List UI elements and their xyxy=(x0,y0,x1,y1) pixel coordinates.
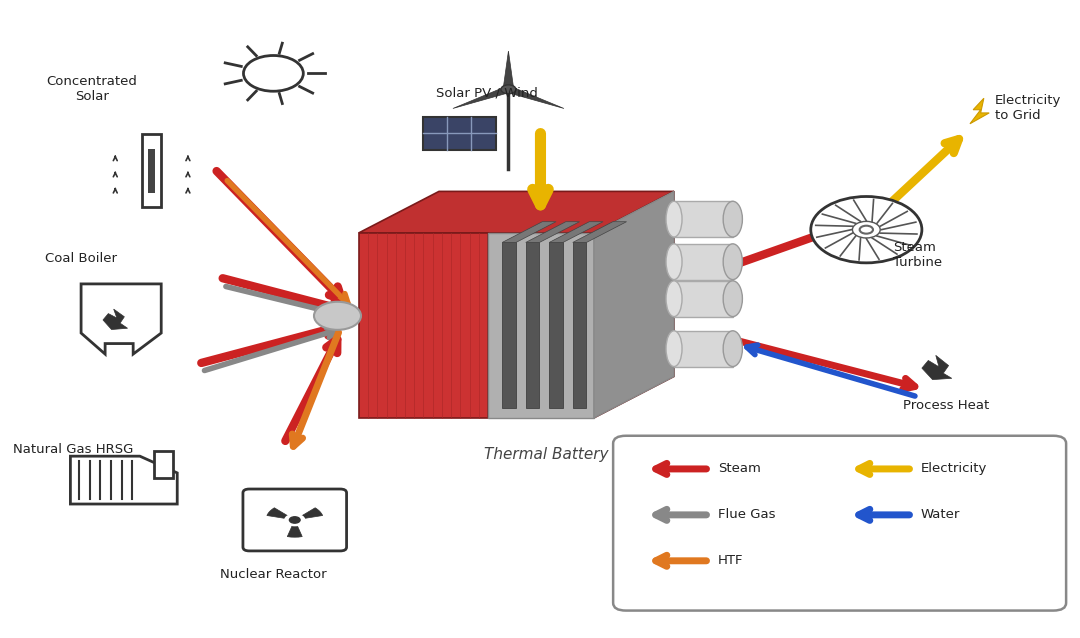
Ellipse shape xyxy=(666,202,683,237)
FancyBboxPatch shape xyxy=(423,117,496,150)
Polygon shape xyxy=(674,281,733,316)
Polygon shape xyxy=(572,222,626,242)
Circle shape xyxy=(284,514,306,526)
Ellipse shape xyxy=(724,281,742,316)
Ellipse shape xyxy=(666,244,683,279)
Circle shape xyxy=(289,517,300,523)
Circle shape xyxy=(314,302,361,330)
Polygon shape xyxy=(359,191,674,233)
Text: Coal Boiler: Coal Boiler xyxy=(45,252,117,265)
Text: Electricity
to Grid: Electricity to Grid xyxy=(995,94,1061,122)
Polygon shape xyxy=(526,222,580,242)
Text: Concentrated
Solar: Concentrated Solar xyxy=(46,75,137,103)
Text: Water: Water xyxy=(921,508,960,521)
Polygon shape xyxy=(550,222,603,242)
Ellipse shape xyxy=(724,202,742,237)
Text: Solar PV / Wind: Solar PV / Wind xyxy=(436,86,538,99)
Circle shape xyxy=(852,221,880,238)
Polygon shape xyxy=(81,284,161,354)
Polygon shape xyxy=(970,98,989,124)
Polygon shape xyxy=(674,244,733,279)
Ellipse shape xyxy=(666,281,683,316)
Text: Steam
Turbine: Steam Turbine xyxy=(893,241,942,269)
Circle shape xyxy=(243,56,303,91)
Polygon shape xyxy=(502,222,556,242)
Polygon shape xyxy=(70,456,177,504)
Circle shape xyxy=(860,226,873,234)
Circle shape xyxy=(811,197,922,263)
Ellipse shape xyxy=(724,244,742,279)
Text: Thermal Battery: Thermal Battery xyxy=(484,447,608,462)
Wedge shape xyxy=(267,508,295,520)
Polygon shape xyxy=(550,242,563,408)
Polygon shape xyxy=(572,242,586,408)
Text: Natural Gas HRSG: Natural Gas HRSG xyxy=(13,443,134,456)
FancyBboxPatch shape xyxy=(153,452,173,478)
FancyBboxPatch shape xyxy=(141,134,161,207)
Polygon shape xyxy=(505,87,564,108)
Polygon shape xyxy=(359,233,488,418)
FancyBboxPatch shape xyxy=(243,489,347,551)
Polygon shape xyxy=(488,233,594,418)
Text: Steam: Steam xyxy=(718,463,760,475)
Polygon shape xyxy=(502,242,516,408)
Text: Electricity: Electricity xyxy=(921,463,987,475)
Ellipse shape xyxy=(666,331,683,366)
Polygon shape xyxy=(594,191,674,418)
Polygon shape xyxy=(526,242,540,408)
Polygon shape xyxy=(453,87,511,108)
Wedge shape xyxy=(295,508,323,520)
Polygon shape xyxy=(674,202,733,237)
Polygon shape xyxy=(594,191,674,418)
Text: Nuclear Reactor: Nuclear Reactor xyxy=(220,568,327,581)
Text: Flue Gas: Flue Gas xyxy=(718,508,775,521)
Polygon shape xyxy=(922,355,951,380)
Text: HTF: HTF xyxy=(718,554,743,567)
FancyBboxPatch shape xyxy=(613,436,1066,611)
Circle shape xyxy=(501,85,516,94)
Polygon shape xyxy=(674,330,733,367)
Text: Process Heat: Process Heat xyxy=(903,399,989,412)
Polygon shape xyxy=(103,309,127,329)
Wedge shape xyxy=(287,520,302,537)
Ellipse shape xyxy=(724,331,742,366)
Polygon shape xyxy=(503,51,514,89)
FancyBboxPatch shape xyxy=(148,149,156,193)
